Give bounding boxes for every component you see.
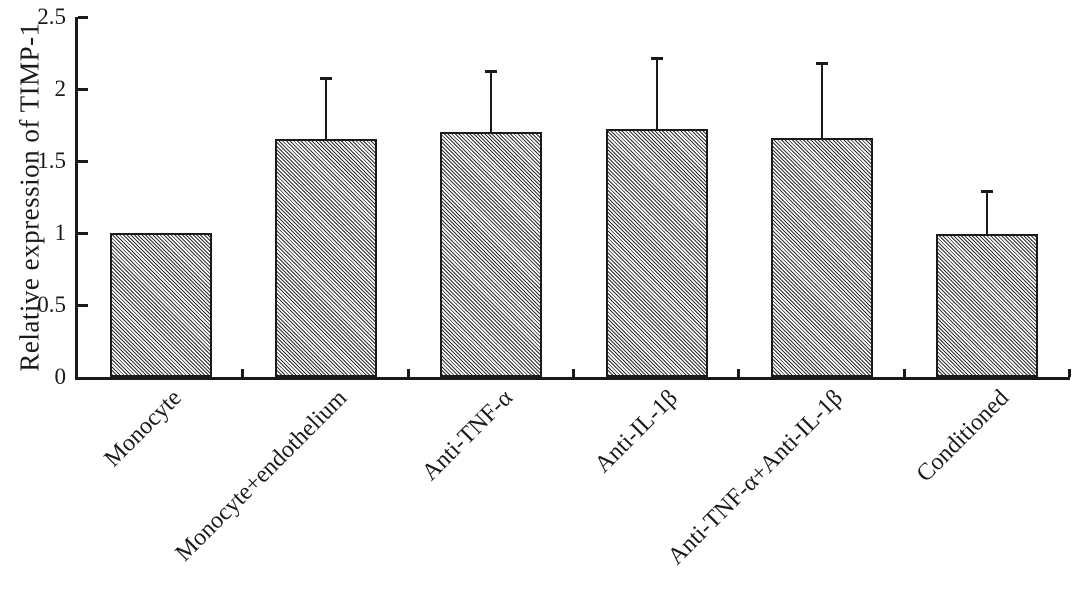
x-axis-label: Monocyte <box>99 385 188 473</box>
bar <box>440 132 543 377</box>
error-bar-cap <box>485 70 498 74</box>
y-axis-tick <box>78 231 88 235</box>
y-axis-tick-label: 1.5 <box>37 148 66 173</box>
error-bar-cap <box>320 77 332 81</box>
x-axis-tick <box>406 369 410 377</box>
plot-area <box>75 15 1071 380</box>
x-axis-tick <box>737 369 741 377</box>
bar <box>771 137 873 377</box>
x-axis-label: Conditioned <box>911 385 1014 488</box>
y-axis-tick-label: 2.5 <box>37 4 66 29</box>
error-bar-line <box>986 189 989 235</box>
bar <box>936 234 1039 377</box>
x-axis-label: Anti-TNF-α+Anti-IL-1β <box>663 385 849 570</box>
bar <box>109 233 212 377</box>
error-bar-line <box>325 77 327 140</box>
y-axis-tick-label: 0.5 <box>37 292 66 317</box>
y-axis-tick <box>78 87 88 91</box>
error-bar-line <box>490 70 493 133</box>
bar <box>605 129 708 377</box>
y-axis-tick-label: 0 <box>54 364 67 389</box>
error-bar-line <box>821 61 823 138</box>
x-axis-label: Monocyte+endothelium <box>170 385 353 567</box>
x-axis-tick <box>572 369 575 377</box>
error-bar-cap <box>650 57 663 61</box>
bar <box>275 139 377 377</box>
y-axis-tick <box>78 159 88 163</box>
y-axis-tick <box>78 15 88 19</box>
y-axis-title: Relative expression of TIMP-1 <box>14 22 45 372</box>
y-axis-tick <box>78 303 88 307</box>
y-axis-tick-label: 1 <box>54 220 67 245</box>
error-bar-cap <box>816 61 828 65</box>
x-axis-tick <box>241 369 245 377</box>
x-axis-label: Anti-IL-1β <box>590 385 684 478</box>
x-axis-tick <box>902 369 906 377</box>
x-axis-tick <box>1068 369 1071 377</box>
error-bar-cap <box>981 189 994 193</box>
x-axis-label: Anti-TNF-α <box>416 385 518 486</box>
y-axis-tick-label: 2 <box>54 76 67 101</box>
error-bar-line <box>655 57 658 130</box>
